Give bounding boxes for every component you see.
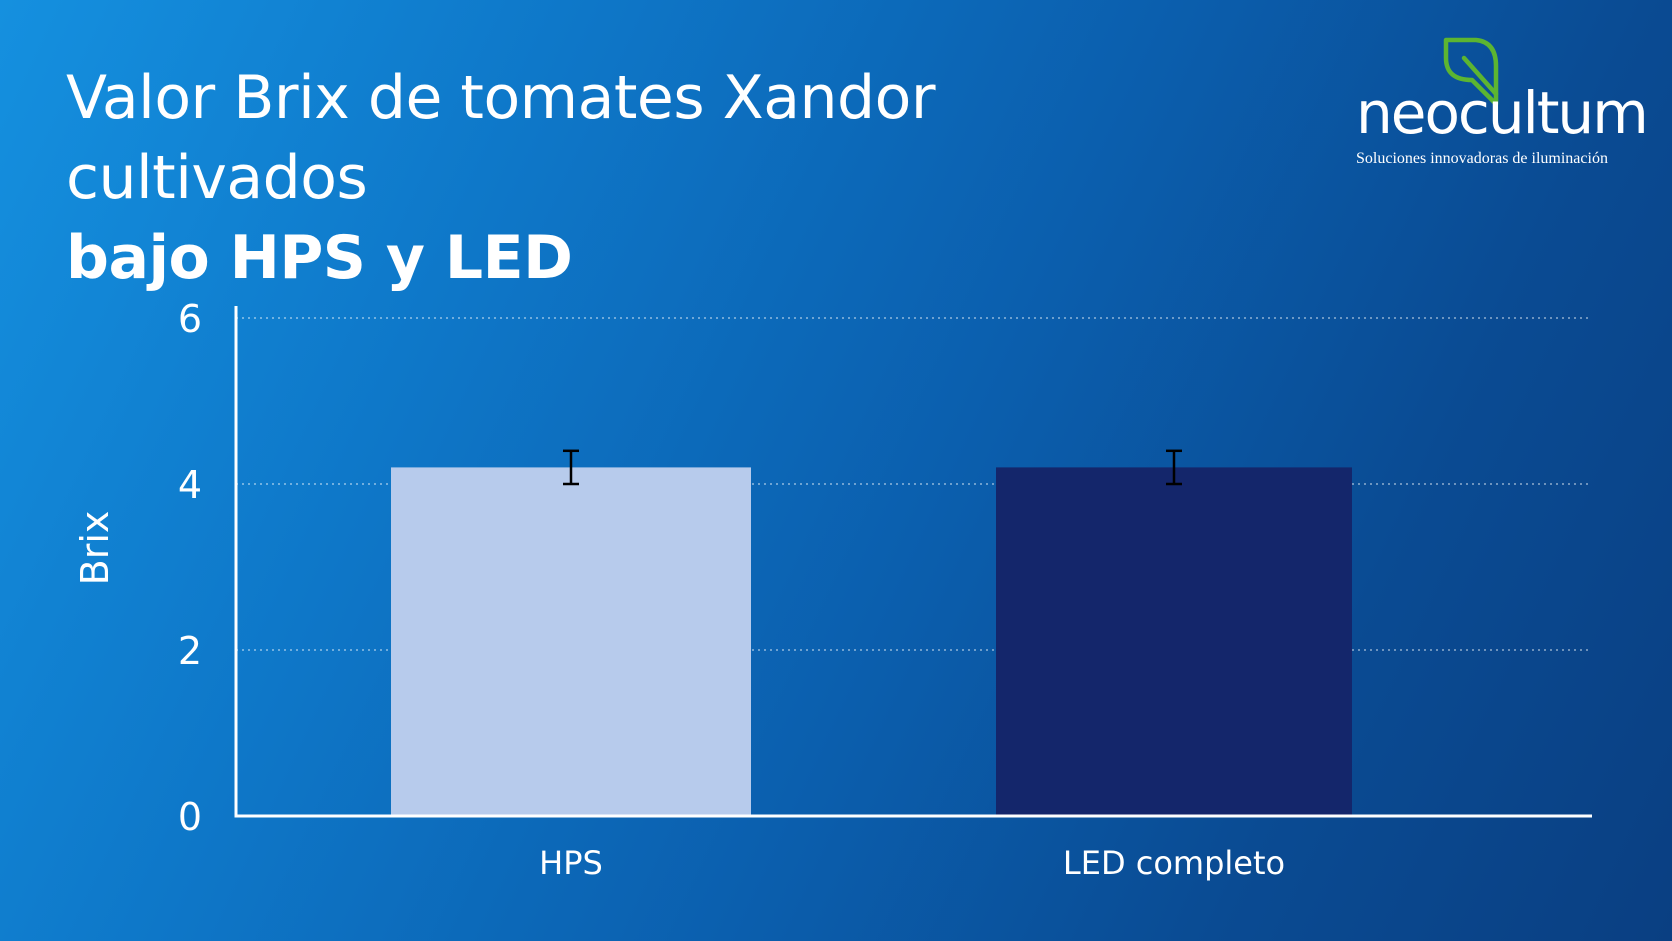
title-line-2: bajo HPS y LED: [66, 223, 573, 293]
logo-tagline: Soluciones innovadoras de iluminación: [1356, 150, 1608, 167]
title-line-1: Valor Brix de tomates Xandor cultivados: [66, 63, 936, 213]
error-bars: [563, 449, 1182, 486]
bar-led-completo: [996, 467, 1352, 816]
y-tick-label: 0: [178, 795, 202, 839]
logo-wordmark: neocultum: [1356, 79, 1649, 147]
x-tick-label: HPS: [539, 844, 603, 882]
bars: [391, 467, 1352, 816]
leaf-icon: [1443, 37, 1499, 107]
y-axis-label: Brix: [73, 511, 117, 586]
y-tick-label: 6: [178, 297, 202, 341]
gridlines: [236, 317, 1592, 651]
y-tick-label: 4: [178, 463, 202, 507]
y-tick-labels: 0 2 4 6: [178, 297, 202, 839]
y-tick-label: 2: [178, 629, 202, 673]
bar-hps: [391, 467, 751, 816]
slide-title: Valor Brix de tomates Xandor cultivados …: [66, 58, 1246, 298]
x-tick-labels: HPS LED completo: [539, 844, 1285, 882]
x-tick-label: LED completo: [1063, 844, 1285, 882]
neocultum-logo: neocultum Soluciones innovadoras de ilum…: [1350, 36, 1650, 186]
axes: [234, 306, 1592, 818]
